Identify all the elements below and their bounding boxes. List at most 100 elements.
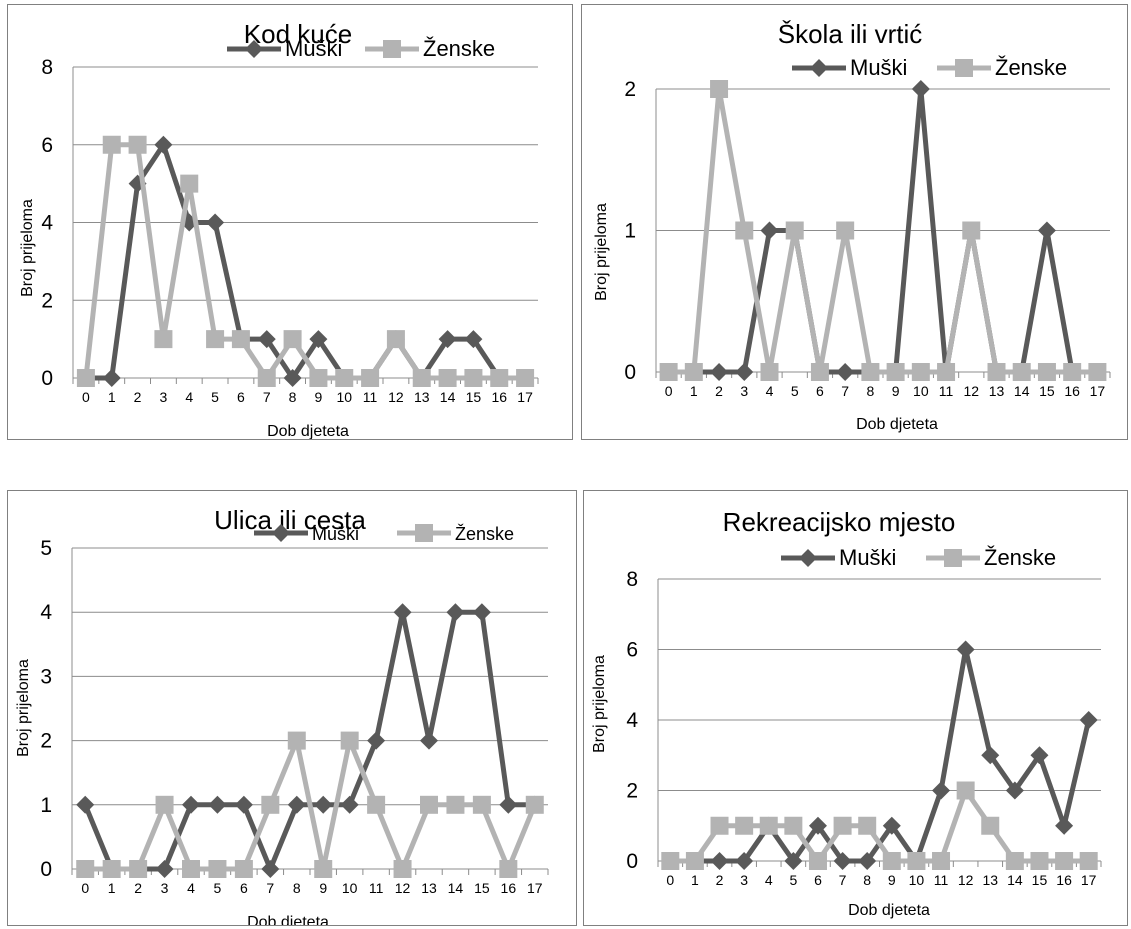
y-tick-label: 5 [40,537,52,560]
data-point-zenske [661,852,680,870]
data-point-zenske [956,781,975,800]
data-point-zenske [516,369,535,387]
data-point-muski [446,603,465,622]
data-point-zenske [937,363,956,381]
data-point-zenske [335,369,354,387]
data-point-zenske [386,330,405,349]
y-tick-label: 2 [40,730,52,753]
data-point-zenske [1012,363,1031,381]
data-point-muski [76,795,95,814]
x-tick-label: 1 [108,389,116,405]
chart-panel-rekreacijsko-mjesto: 0 2 4 6 8 0 1 2 3 4 5 6 7 8 9 10 11 12 13 14 15 16 17 Rekreacij… [583,490,1128,926]
x-tick-label: 13 [982,872,998,888]
y-tick-label: 0 [40,858,52,881]
x-tick-label: 4 [766,383,774,399]
data-point-zenske [785,221,804,240]
data-point-muski [956,640,975,659]
x-tick-label: 5 [791,383,799,399]
data-point-zenske [833,816,852,835]
data-point-zenske [412,369,431,387]
data-point-zenske [932,852,951,870]
data-point-zenske [231,330,250,349]
data-point-zenske [314,860,333,878]
data-point-muski [309,330,328,349]
x-tick-label: 3 [160,389,168,405]
data-point-muski [438,330,457,349]
data-point-zenske [759,816,778,835]
data-point-muski [981,746,1000,765]
data-point-zenske [155,795,174,814]
x-tick-label: 7 [839,872,847,888]
legend-label-muski: Muški [850,55,907,80]
chart-panel-ulica-ili-cesta: 0 1 2 3 4 5 0 1 2 3 4 5 6 7 8 9 10 11 12 13 14 15 16 17 Ulica il… [7,490,577,926]
x-tick-label: 11 [939,383,954,399]
data-point-muski [257,330,276,349]
data-point-zenske [154,330,173,349]
data-point-zenske [710,816,729,835]
x-tick-label: 12 [388,389,404,405]
legend-label-zenske: Ženske [455,524,514,544]
data-point-zenske [361,369,380,387]
y-tick-label: 3 [40,665,52,688]
data-point-muski [710,363,729,381]
data-point-zenske [1055,852,1074,870]
chart-title: Kod kuće [244,19,352,49]
legend-label-muski: Muški [312,524,359,544]
x-tick-label: 8 [293,880,301,896]
data-point-muski [393,603,412,622]
y-tick-label: 8 [626,568,638,591]
y-tick-label: 2 [626,780,638,803]
x-tick-label: 11 [363,389,378,405]
x-tick-label: 16 [491,389,507,405]
y-tick-label: 1 [624,220,636,243]
legend-marker-zenske [944,549,962,567]
data-point-muski [283,369,302,387]
x-tick-label: 8 [866,383,874,399]
chart-title: Ulica ili cesta [214,505,366,535]
legend-label-zenske: Ženske [984,545,1056,570]
x-tick-label: 10 [909,872,925,888]
data-point-zenske [808,852,827,870]
data-point-muski [340,795,359,814]
data-point-muski [710,852,729,870]
y-tick-label: 6 [626,639,638,662]
data-point-zenske [911,363,930,381]
x-tick-label: 2 [715,383,723,399]
data-point-muski [367,731,386,750]
y-tick-label: 4 [41,212,53,235]
data-point-zenske [1005,852,1024,870]
data-point-zenske [810,363,829,381]
x-tick-label: 12 [958,872,974,888]
data-point-muski [1030,746,1049,765]
legend-label-zenske: Ženske [995,55,1067,80]
x-tick-label: 17 [1090,383,1106,399]
x-tick-label: 4 [765,872,773,888]
x-tick-label: 0 [81,880,89,896]
data-point-zenske [283,330,302,349]
x-axis-label: Dob djeteta [267,423,349,439]
data-point-muski [858,852,877,870]
data-point-muski [464,330,483,349]
x-tick-label: 5 [789,872,797,888]
data-point-muski [911,80,930,98]
x-tick-label: 10 [913,383,929,399]
data-point-zenske [735,816,754,835]
data-point-zenske [836,221,855,240]
data-point-muski [932,781,951,800]
x-axis-label: Dob djeteta [856,416,938,433]
x-tick-label: 15 [1032,872,1048,888]
legend-marker-zenske [415,524,433,542]
legend-label-muski: Muški [285,36,342,61]
x-tick-label: 11 [369,880,384,896]
x-tick-label: 5 [211,389,219,405]
data-point-zenske [684,363,703,381]
series-line-zenske [83,142,526,383]
chart-title: Rekreacijsko mjesto [723,507,956,537]
y-axis-label: Broj prijeloma [19,199,36,297]
data-point-zenske [76,860,95,878]
data-point-zenske [1030,852,1049,870]
data-point-muski [155,860,174,878]
